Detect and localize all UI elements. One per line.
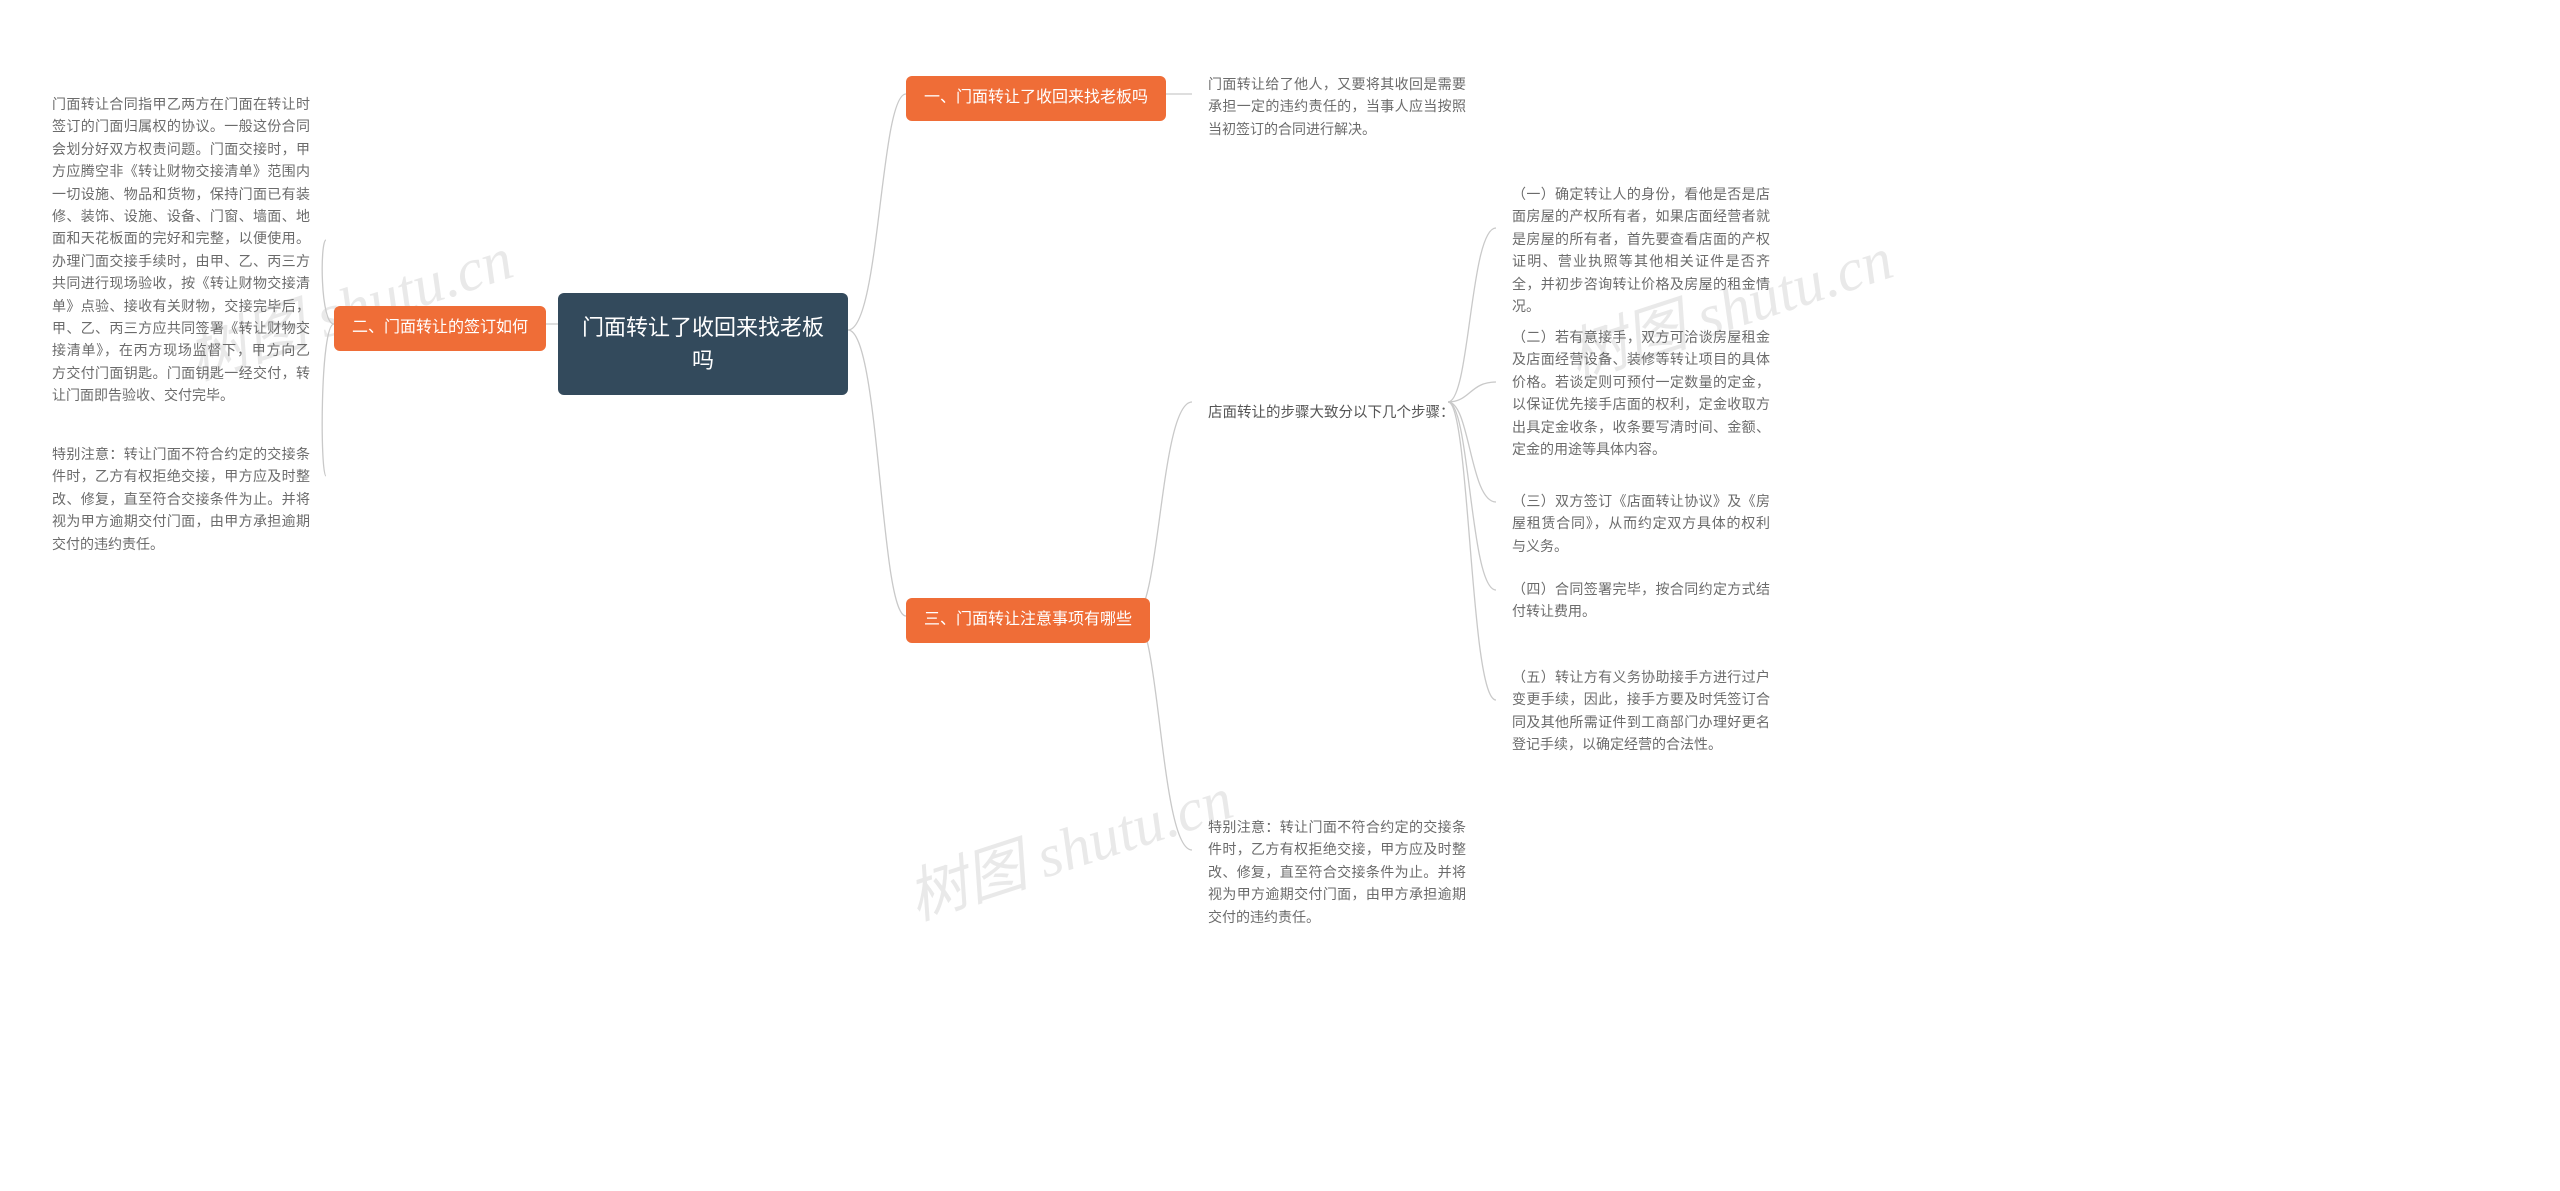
branch-3[interactable]: 三、门面转让注意事项有哪些: [906, 598, 1150, 643]
branch-3-sub-leaf-2: （三）双方签订《店面转让协议》及《房屋租赁合同》，从而约定双方具体的权利与义务。: [1496, 480, 1786, 567]
branch-1-leaf-0: 门面转让给了他人，又要将其收回是需要承担一定的违约责任的，当事人应当按照当初签订…: [1192, 63, 1482, 150]
root-node[interactable]: 门面转让了收回来找老板吗: [558, 293, 848, 395]
branch-2[interactable]: 二、门面转让的签订如何: [334, 306, 546, 351]
connector: [1134, 616, 1192, 850]
connector: [848, 94, 906, 330]
connector: [1448, 228, 1496, 402]
branch-1[interactable]: 一、门面转让了收回来找老板吗: [906, 76, 1166, 121]
connector-layer: [0, 0, 2560, 1191]
branch-3-sub-leaf-3: （四）合同签署完毕，按合同约定方式结付转让费用。: [1496, 568, 1786, 633]
branch-2-leaf-0: 门面转让合同指甲乙两方在门面在转让时签订的门面归属权的协议。一般这份合同会划分好…: [36, 83, 326, 416]
watermark: 树图 shutu.cn: [895, 750, 1242, 937]
branch-3-leaf-0: 特别注意：转让门面不符合约定的交接条件时，乙方有权拒绝交接，甲方应及时整改、修复…: [1192, 806, 1482, 938]
connector: [1134, 402, 1192, 616]
branch-3-sub-leaf-1: （二）若有意接手，双方可洽谈房屋租金及店面经营设备、装修等转让项目的具体价格。若…: [1496, 316, 1786, 470]
branch-3-sub-leaf-0: （一）确定转让人的身份，看他是否是店面房屋的产权所有者，如果店面经营者就是房屋的…: [1496, 173, 1786, 327]
branch-2-leaf-1: 特别注意：转让门面不符合约定的交接条件时，乙方有权拒绝交接，甲方应及时整改、修复…: [36, 433, 326, 565]
branch-3-sub[interactable]: 店面转让的步骤大致分以下几个步骤：: [1192, 392, 1471, 434]
branch-3-sub-leaf-4: （五）转让方有义务协助接手方进行过户变更手续，因此，接手方要及时凭签订合同及其他…: [1496, 656, 1786, 766]
connector: [1448, 402, 1496, 700]
connector: [848, 330, 906, 616]
